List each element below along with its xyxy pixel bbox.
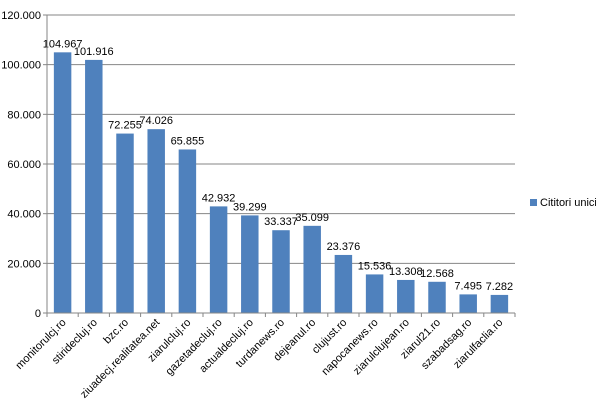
bars-layer (53, 52, 509, 314)
data-label: 35.099 (295, 212, 329, 224)
data-label: 104.967 (43, 38, 83, 50)
y-axis: 0 20.000 40.000 60.000 80.000 100.000 120.000 (1, 10, 48, 320)
data-label: 74.026 (139, 115, 173, 127)
bar (241, 215, 259, 313)
bar (178, 149, 197, 313)
bar (85, 59, 103, 313)
bar (428, 281, 446, 313)
data-label: 7.282 (486, 281, 514, 293)
data-label: 39.299 (233, 201, 267, 213)
bar (116, 133, 134, 313)
data-label: 101.916 (74, 46, 114, 58)
y-tick-label: 20.000 (7, 258, 41, 270)
bar (272, 230, 290, 313)
y-tick-label: 40.000 (7, 209, 41, 221)
y-tick-label: 120.000 (1, 10, 41, 22)
y-tick-label: 100.000 (1, 60, 41, 72)
data-label: 7.495 (454, 280, 482, 292)
legend-swatch (530, 199, 537, 206)
y-tick-label: 80.000 (7, 109, 41, 121)
bar (303, 225, 321, 313)
bar (490, 294, 509, 313)
bar (365, 274, 384, 313)
data-label: 12.568 (420, 268, 454, 280)
data-label: 42.932 (202, 192, 236, 204)
data-label: 72.255 (108, 120, 142, 132)
legend: Cititori unici (530, 197, 596, 209)
data-label: 33.337 (264, 216, 298, 228)
bar (397, 279, 415, 313)
bar (209, 206, 228, 313)
y-tick-label: 0 (35, 308, 41, 320)
x-tick-label: bzc.ro (101, 317, 131, 347)
x-tick-label: ziarulclujean.ro (351, 317, 412, 378)
data-label: 15.536 (358, 260, 392, 272)
bar (147, 129, 165, 313)
bar (459, 294, 477, 313)
bar (334, 254, 353, 313)
legend-label: Cititori unici (540, 197, 596, 209)
bar (53, 52, 72, 314)
data-label: 13.308 (389, 266, 423, 278)
data-label: 65.855 (171, 135, 205, 147)
data-label: 23.376 (327, 241, 361, 253)
y-tick-label: 60.000 (7, 159, 41, 171)
